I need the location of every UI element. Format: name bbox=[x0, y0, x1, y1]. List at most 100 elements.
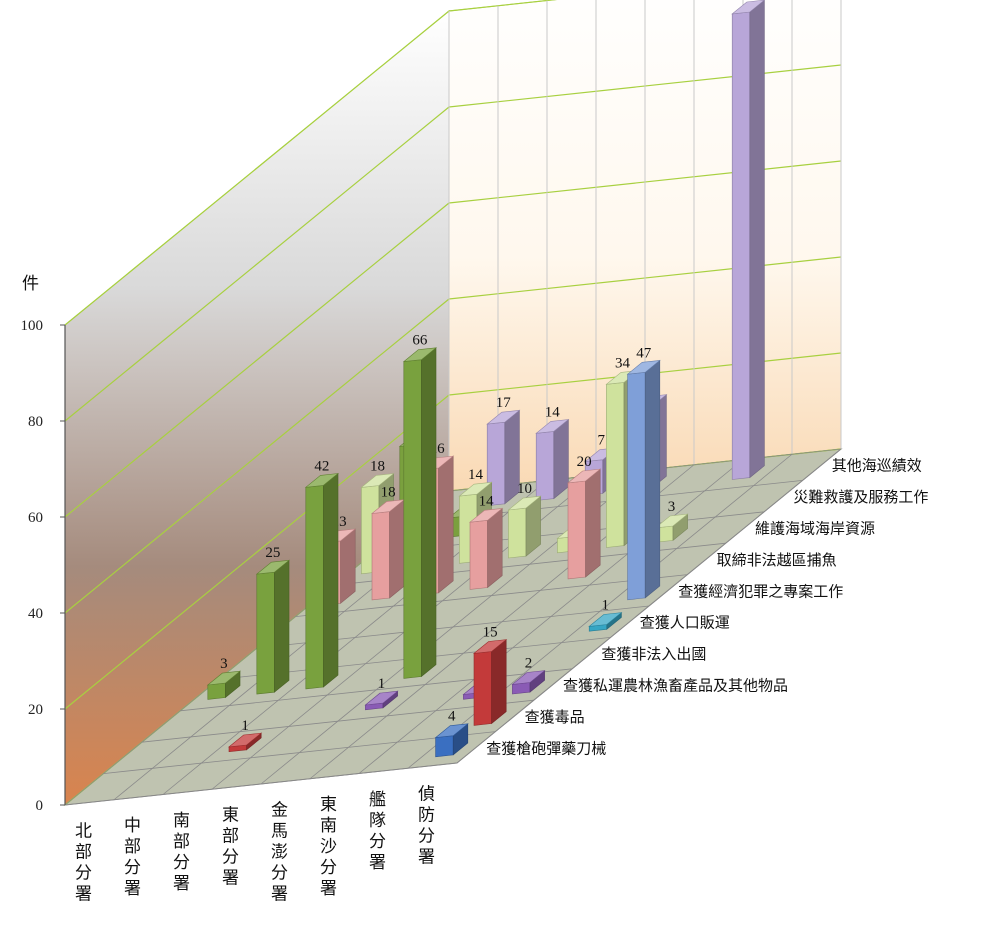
bar: 14 bbox=[535, 404, 570, 501]
y-tick-label: 0 bbox=[36, 798, 44, 814]
bar-side-face bbox=[487, 507, 503, 589]
bar-front-face bbox=[567, 480, 586, 580]
bar-top-face bbox=[654, 513, 689, 529]
bar-side-face bbox=[421, 347, 437, 678]
series-label: 取締非法越區捕魚 bbox=[717, 551, 837, 569]
category-label: 中部分署 bbox=[124, 816, 141, 899]
bar-value-label: 20 bbox=[577, 454, 592, 470]
bar-value-label: 14 bbox=[545, 404, 561, 420]
bar-front-face bbox=[473, 651, 492, 726]
bar-value-label: 7 bbox=[598, 433, 606, 449]
bar-value-label: 18 bbox=[370, 458, 385, 474]
bar-front-face bbox=[305, 485, 324, 690]
bar-top-face bbox=[458, 481, 493, 497]
bar: 1 bbox=[588, 598, 623, 632]
bar-top-face bbox=[473, 639, 508, 654]
bar-side-face bbox=[585, 468, 601, 578]
bar-front-face bbox=[256, 571, 275, 695]
bar-value-label: 42 bbox=[314, 458, 329, 474]
bar-value-label: 3 bbox=[220, 656, 228, 672]
bar-top-face bbox=[535, 419, 570, 434]
bar-top-face bbox=[731, 0, 765, 15]
bar-front-face bbox=[535, 431, 555, 501]
bar: 2 bbox=[511, 656, 546, 695]
series-label: 查獲經濟犯罪之專案工作 bbox=[678, 582, 843, 600]
bar-top-face bbox=[206, 670, 241, 686]
bar: 97 bbox=[731, 0, 765, 480]
bar-front-face bbox=[731, 11, 751, 480]
bar-top-face bbox=[228, 732, 263, 748]
bar-top-face bbox=[255, 559, 290, 575]
bar: 42 bbox=[304, 458, 339, 690]
category-label: 東南沙分署 bbox=[320, 795, 337, 899]
bar-front-face bbox=[606, 382, 625, 548]
bar: 15 bbox=[473, 625, 508, 726]
bar-value-label: 2 bbox=[525, 656, 533, 672]
bar: 66 bbox=[402, 333, 437, 679]
bar-front-face bbox=[627, 371, 646, 601]
bar-front-face bbox=[435, 735, 454, 758]
bar-top-face bbox=[364, 690, 399, 706]
floor-line bbox=[180, 668, 573, 712]
bars-layer: 1714717972041812141033431318261420471325… bbox=[206, 0, 765, 758]
floor-line bbox=[64, 762, 458, 806]
bar-value-label: 15 bbox=[483, 625, 498, 641]
bar-value-label: 25 bbox=[265, 545, 280, 561]
bar-top-face bbox=[402, 347, 437, 363]
y-tick-label: 60 bbox=[28, 510, 43, 526]
bar-value-label: 3 bbox=[668, 499, 676, 515]
series-label: 查獲槍砲彈藥刀械 bbox=[486, 739, 606, 757]
bar-side-face bbox=[340, 528, 356, 604]
bar-value-label: 66 bbox=[412, 333, 428, 349]
y-tick-label: 40 bbox=[28, 606, 43, 622]
bar-side-face bbox=[274, 559, 290, 693]
category-label: 金馬澎分署 bbox=[271, 800, 288, 904]
series-label: 維護海域海岸資源 bbox=[755, 520, 875, 538]
bar-value-label: 14 bbox=[468, 467, 484, 483]
bar-side-face bbox=[323, 472, 339, 688]
floor-line bbox=[141, 699, 534, 743]
bar: 25 bbox=[255, 545, 290, 695]
bar-front-face bbox=[508, 507, 527, 559]
series-label: 災難救護及服務工作 bbox=[793, 488, 928, 506]
bar: 18 bbox=[371, 485, 406, 601]
bar: 3 bbox=[206, 656, 241, 700]
bar-value-label: 97 bbox=[741, 0, 757, 1]
bar: 10 bbox=[507, 481, 542, 559]
category-label: 偵防分署 bbox=[418, 785, 435, 868]
bar-top-face bbox=[434, 723, 469, 739]
bar: 20 bbox=[567, 454, 602, 580]
bar-value-label: 1 bbox=[602, 598, 610, 614]
series-label: 查獲私運農林漁畜產品及其他物品 bbox=[563, 677, 788, 695]
bar-front-face bbox=[469, 519, 488, 590]
bar: 4 bbox=[434, 709, 469, 758]
bar-front-face bbox=[371, 511, 390, 601]
y-tick-label: 20 bbox=[28, 702, 43, 718]
bar: 1 bbox=[364, 676, 399, 711]
category-label: 南部分署 bbox=[173, 811, 190, 894]
bar-side-face bbox=[749, 0, 765, 479]
bar-value-label: 18 bbox=[381, 485, 396, 501]
bar-top-face bbox=[511, 670, 546, 685]
bar-side-face bbox=[553, 418, 569, 500]
bar-top-face bbox=[588, 612, 623, 627]
bar-front-face bbox=[403, 359, 422, 679]
bar-top-face bbox=[626, 359, 661, 375]
bar-top-face bbox=[360, 473, 395, 488]
y-tick-label: 80 bbox=[28, 414, 43, 430]
bar: 14 bbox=[469, 493, 504, 590]
bar-side-face bbox=[644, 359, 661, 599]
bar-value-label: 1 bbox=[378, 676, 386, 692]
floor-line bbox=[103, 731, 496, 774]
bar-value-label: 14 bbox=[479, 493, 495, 509]
series-label: 其他海巡績效 bbox=[832, 457, 922, 475]
bar-top-face bbox=[469, 507, 504, 523]
bar: 1 bbox=[228, 718, 263, 753]
series-label: 查獲人口販運 bbox=[640, 614, 730, 632]
bar-top-face bbox=[567, 468, 602, 484]
y-axis-label: 件 bbox=[22, 274, 39, 294]
series-label: 查獲毒品 bbox=[525, 708, 585, 726]
bar-value-label: 17 bbox=[496, 395, 512, 411]
